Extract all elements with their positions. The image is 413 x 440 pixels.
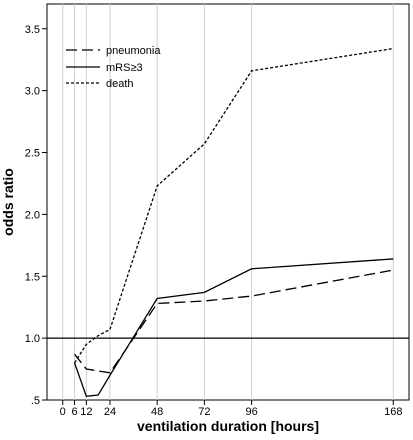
x-tick-label: 24 (104, 406, 116, 418)
x-tick-label: 72 (198, 406, 210, 418)
series-line-death (73, 47, 394, 364)
y-tick-label: 1.0 (25, 333, 40, 345)
y-axis-title: odds ratio (0, 168, 16, 236)
legend-label-pneumonia: pneumonia (106, 45, 161, 57)
y-tick-label: 2.5 (25, 148, 40, 160)
plot-area (46, 3, 410, 401)
legend-label-mrs: mRS≥3 (106, 62, 143, 74)
x-tick-label: 6 (71, 406, 77, 418)
x-tick-label: 12 (80, 406, 92, 418)
x-tick-label: 0 (60, 406, 66, 418)
legend: pneumonia mRS≥3 death (66, 45, 161, 90)
y-tick-label: 2.0 (25, 209, 40, 221)
series-line-mrs (73, 258, 394, 397)
x-tick-label: 96 (245, 406, 257, 418)
y-tick-label: 3.0 (25, 86, 40, 98)
x-tick-label: 48 (151, 406, 163, 418)
vertical-grid (62, 4, 394, 400)
legend-label-death: death (106, 78, 134, 90)
series-layer (73, 47, 394, 397)
x-axis-title: ventilation duration [hours] (137, 418, 319, 434)
y-tick-label: .5 (31, 395, 40, 407)
series-line-pneumonia (74, 269, 394, 374)
y-tick-label: 1.5 (25, 271, 40, 283)
axis-ticks: 0 6 12 24 48 72 96 168 .5 1.0 1.5 2.0 2.5 3.0 3.5 (25, 24, 403, 418)
y-tick-label: 3.5 (25, 24, 40, 36)
x-tick-label: 168 (384, 406, 402, 418)
